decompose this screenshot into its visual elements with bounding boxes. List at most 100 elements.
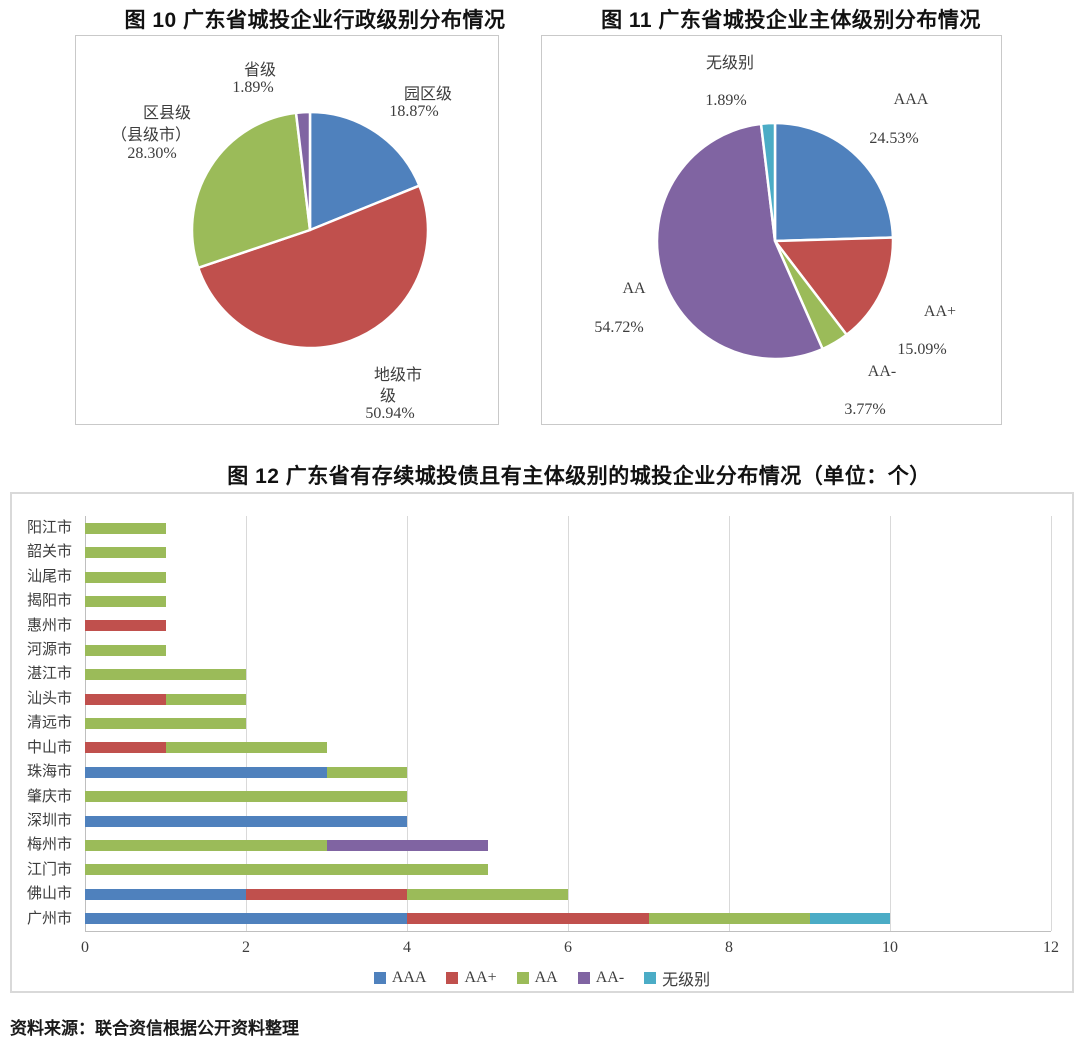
- bar-segment-深圳市-AAA: [85, 815, 407, 827]
- category-label-梅州市: 梅州市: [26, 837, 72, 854]
- legend-label: 无级别: [662, 972, 711, 989]
- figure12-chart: 阳江市 韶关市 汕尾市 揭阳市 惠州市 河源市 湛江市 汕头市 清远市 中山市 珠海市 肇庆市 深圳市梅…: [10, 492, 1074, 993]
- category-label-广州市: 广州市: [26, 910, 72, 927]
- bar-segment-佛山市-AAA: [85, 888, 246, 900]
- figure10-chart: 省级 1.89% 园区级 18.87% 区县级 （县级市） 28.30% 地级市…: [75, 35, 499, 425]
- legend-label: AA-: [595, 969, 625, 986]
- category-label-韶关市: 韶关市: [26, 544, 72, 561]
- bar-row-珠海市: 珠海市: [12, 760, 1072, 784]
- legend-item-AA-: AA-: [577, 969, 625, 987]
- figure10-pie: [190, 110, 430, 350]
- bar-segment-梅州市-AA-: [326, 840, 488, 852]
- legend-label: AAA: [391, 969, 427, 986]
- category-label-阳江市: 阳江市: [26, 520, 72, 536]
- bar-row-韶关市: 韶关市: [12, 540, 1072, 564]
- category-label-江门市: 江门市: [26, 861, 72, 878]
- pie-slice-无级别: [759, 121, 777, 243]
- pie10-label-diji-name-line1: 地级市: [373, 367, 423, 384]
- pie10-label-yuanqu-name: 园区级: [403, 86, 453, 103]
- bar-row-佛山市: 佛山市: [12, 882, 1072, 906]
- pie10-label-yuanqu-pct: 18.87%: [389, 103, 439, 120]
- bar-row-深圳市: 深圳市: [12, 809, 1072, 833]
- x-axis-line: [85, 931, 1051, 932]
- x-tick-8: 8: [725, 939, 733, 956]
- bar-row-广州市: 广州市: [12, 907, 1072, 931]
- pie-slice-AA: [655, 122, 824, 361]
- legend-item-AA: AA: [516, 969, 558, 987]
- bar-segment-河源市-AA: [85, 644, 166, 656]
- bar-row-汕尾市: 汕尾市: [12, 565, 1072, 589]
- pie11-label-aa-name: AA: [622, 280, 646, 297]
- x-tick-10: 10: [882, 939, 898, 956]
- pie10-label-quxian-pct: 28.30%: [127, 145, 177, 162]
- bar-segment-佛山市-AA: [407, 888, 568, 900]
- bar-segment-肇庆市-AA: [85, 791, 407, 803]
- pie11-label-aaminus-name: AA-: [867, 363, 897, 380]
- figure10-title: 图 10 广东省城投企业行政级别分布情况: [124, 9, 506, 32]
- bar-row-梅州市: 梅州市: [12, 833, 1072, 857]
- legend-item-无级别: 无级别: [644, 966, 710, 990]
- bar-segment-阳江市-AA: [85, 522, 166, 534]
- category-label-中山市: 中山市: [26, 739, 72, 756]
- bar-segment-广州市-AA+: [407, 913, 649, 925]
- pie-slice-园区级: [308, 110, 421, 232]
- category-label-湛江市: 湛江市: [26, 666, 72, 683]
- bar-segment-汕头市-AA+: [85, 693, 166, 705]
- gridline-x-8: [729, 516, 730, 931]
- category-label-深圳市: 深圳市: [26, 812, 72, 829]
- pie10-label-quxian-name-line2: （县级市）: [110, 127, 192, 144]
- gridline-x-6: [568, 516, 569, 931]
- pie11-label-aaplus-pct: 15.09%: [897, 341, 947, 358]
- gridline-x-4: [407, 516, 408, 931]
- pie-slice-AA+: [773, 236, 895, 337]
- figure12-title: 图 12 广东省有存续城投债且有主体级别的城投企业分布情况（单位：个）: [227, 465, 931, 488]
- legend-marker-icon: [446, 972, 459, 984]
- pie11-label-aaa-pct: 24.53%: [869, 130, 919, 147]
- bar-row-江门市: 江门市: [12, 858, 1072, 882]
- pie10-label-shengji-name: 省级: [243, 62, 277, 79]
- pie11-label-wujibie-pct: 1.89%: [705, 92, 747, 109]
- source-note: 资料来源：联合资信根据公开资料整理: [10, 1019, 299, 1038]
- x-tick-0: 0: [81, 939, 89, 956]
- bar-row-湛江市: 湛江市: [12, 662, 1072, 686]
- bar-segment-珠海市-AA: [326, 766, 407, 778]
- legend-label: AA: [534, 969, 558, 986]
- legend-marker-icon: [373, 972, 386, 984]
- figure11-title: 图 11 广东省城投企业主体级别分布情况: [601, 9, 981, 32]
- pie11-label-wujibie-name: 无级别: [705, 55, 755, 72]
- x-tick-6: 6: [564, 939, 572, 956]
- category-label-佛山市: 佛山市: [26, 886, 72, 903]
- bar-row-清远市: 清远市: [12, 711, 1072, 735]
- bar-row-肇庆市: 肇庆市: [12, 785, 1072, 809]
- bar-row-阳江市: 阳江市: [12, 516, 1072, 540]
- bar-segment-广州市-AAA: [85, 913, 407, 925]
- bar-row-中山市: 中山市: [12, 736, 1072, 760]
- bar-segment-江门市-AA: [85, 864, 488, 876]
- pie11-label-aaminus-pct: 3.77%: [844, 401, 886, 418]
- pie-slice-区县级（县级市）: [190, 111, 312, 270]
- bar-segment-揭阳市-AA: [85, 595, 166, 607]
- pie11-label-aa-pct: 54.72%: [594, 319, 644, 336]
- category-label-惠州市: 惠州市: [26, 617, 72, 634]
- bar-segment-佛山市-AA+: [246, 888, 407, 900]
- bar-row-惠州市: 惠州市: [12, 614, 1072, 638]
- category-label-肇庆市: 肇庆市: [26, 788, 72, 805]
- bar-row-汕头市: 汕头市: [12, 687, 1072, 711]
- pie10-label-diji-pct: 50.94%: [365, 405, 415, 422]
- pie11-label-aaplus-name: AA+: [923, 303, 957, 320]
- legend-label: AA+: [464, 969, 497, 986]
- bar-segment-中山市-AA+: [85, 742, 166, 754]
- pie-slice-地级市级: [196, 184, 430, 350]
- bar-segment-中山市-AA: [165, 742, 327, 754]
- bar-segment-梅州市-AA: [85, 840, 327, 852]
- gridline-x-10: [890, 516, 891, 931]
- x-tick-12: 12: [1043, 939, 1059, 956]
- category-label-清远市: 清远市: [26, 715, 72, 732]
- legend-item-AA+: AA+: [446, 969, 497, 987]
- legend-marker-icon: [577, 972, 590, 984]
- x-tick-2: 2: [242, 939, 250, 956]
- bar-row-揭阳市: 揭阳市: [12, 589, 1072, 613]
- pie10-label-diji-name-line2: 级: [379, 388, 397, 405]
- legend-item-AAA: AAA: [373, 969, 427, 987]
